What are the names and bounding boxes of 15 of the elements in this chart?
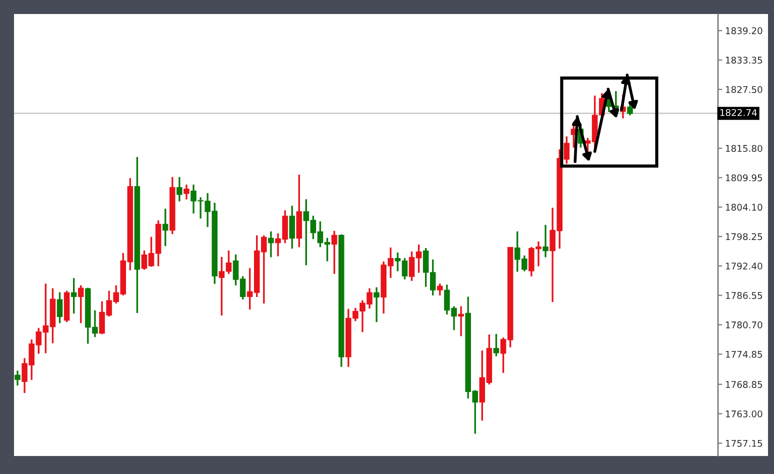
- y-tick-label: 1804.10: [726, 204, 762, 211]
- y-tick-label: 1763.00: [726, 410, 762, 418]
- y-tick-label: 1839.20: [726, 27, 762, 34]
- y-tick-label: 1815.80: [726, 144, 762, 152]
- y-tick-label: 1827.50: [726, 86, 762, 94]
- y-tick-label: 1786.55: [726, 292, 762, 299]
- y-tick-label: 1809.95: [726, 174, 762, 182]
- y-tick-label: 1792.40: [726, 262, 762, 270]
- y-tick-label: 1774.85: [726, 350, 762, 358]
- ref-line-label: 1822.74: [720, 109, 757, 116]
- y-tick-label: 1780.70: [726, 321, 762, 328]
- y-tick-label: 1798.25: [726, 233, 762, 240]
- y-tick-label: 1768.85: [726, 381, 762, 388]
- y-tick-label: 1757.15: [726, 440, 762, 447]
- y-tick-label: 1833.35: [726, 56, 762, 64]
